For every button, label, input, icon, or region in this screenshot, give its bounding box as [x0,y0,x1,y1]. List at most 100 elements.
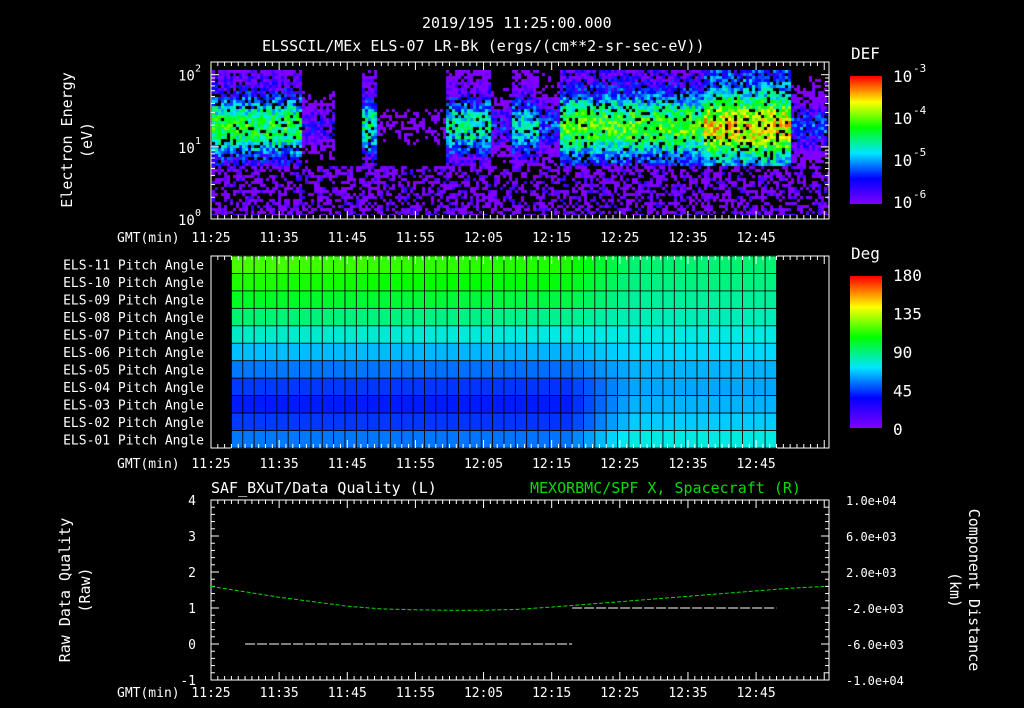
pitch-angle-cell [605,377,618,397]
pitch-angle-cell [242,307,255,327]
pitch-angle-cell [390,342,403,362]
distance-tick-label: -2.0e+03 [846,602,904,616]
pitch-angle-cell [503,342,516,362]
pitch-angle-cell [583,342,596,362]
pitch-angle-cell [333,342,346,362]
pitch-angle-row-label: ELS-06 Pitch Angle [63,346,204,361]
pitch-angle-cell [321,377,335,397]
pitch-angle-cell [390,290,403,309]
pitch-angle-cell [707,430,721,449]
pitch-angle-cell [355,307,369,327]
pitch-angle-cell [560,395,573,414]
pitch-angle-cell [287,290,300,309]
pitch-angle-cell [537,255,550,274]
pitch-angle-cell [253,360,266,379]
pitch-angle-cell [685,395,698,414]
pitch-angle-cell [412,342,425,362]
pitch-angle-cell [333,412,346,431]
pitch-angle-cell [242,273,255,292]
pitch-angle-cell [571,430,584,449]
pitch-angle-cell [628,255,641,274]
pitch-angle-cell [287,325,300,344]
pitch-angle-cell [480,273,494,292]
pitch-angle-cell [537,290,550,309]
pitch-angle-cell [458,325,471,344]
spectrogram-frame [210,61,830,220]
pitch-angle-cell [594,307,607,327]
pitch-angle-cell [617,273,630,292]
quality-axis-unit: (Raw) [76,567,94,612]
pitch-angle-cell [742,290,755,309]
pitch-angle-cell [458,377,471,397]
pitch-angle-cell [401,377,414,397]
pitch-angle-cell [231,377,244,397]
pitch-angle-cell [242,412,255,431]
def-colorbar-tick-base: 10 [893,67,912,86]
pitch-angle-cell [753,325,766,344]
pitch-angle-cell [549,395,562,414]
pitch-angle-cell [367,412,380,431]
pitch-angle-cell [231,325,244,344]
time-axis-label: GMT(min) [117,686,180,701]
pitch-angle-cell [310,412,323,431]
pitch-angle-cell [299,360,312,379]
pitch-angle-cell [742,360,755,379]
pitch-angle-cell [503,273,516,292]
pitch-angle-cell [321,307,335,327]
pitch-angle-cell [378,377,391,397]
pitch-angle-cell [458,430,471,449]
pitch-angle-cell [503,325,516,344]
pitch-angle-cell [492,342,505,362]
time-tick-label: 12:25 [600,457,639,472]
pitch-angle-cell [685,325,698,344]
pitch-angle-cell [685,273,698,292]
pitch-angle-cell [265,395,278,414]
time-tick-label: 11:35 [260,686,299,701]
pitch-angle-cell [514,290,528,309]
pitch-angle-cell [435,273,448,292]
panel3-title-left: SAF_BXuT/Data Quality (L) [211,479,437,497]
pitch-angle-cell [424,430,437,449]
pitch-angle-cell [571,325,584,344]
pitch-angle-cell [344,412,357,431]
pitch-angle-cell [651,255,664,274]
pitch-angle-cell [253,395,266,414]
pitch-angle-cell [310,377,323,397]
pitch-angle-cell [367,255,380,274]
pitch-angle-cell [412,307,425,327]
pitch-angle-cell [696,325,709,344]
pitch-angle-cell [673,342,687,362]
pitch-angle-cell [390,360,403,379]
pitch-angle-cell [719,325,732,344]
pitch-angle-cell [639,342,653,362]
pitch-angle-cell [253,273,266,292]
electron-energy-spectrogram [212,70,829,215]
pitch-angle-cell [435,412,448,431]
pitch-angle-cell [355,412,369,431]
pitch-angle-cell [526,412,539,431]
pitch-angle-cell [707,377,721,397]
pitch-angle-cell [424,412,437,431]
pitch-angle-cell [321,273,335,292]
pitch-angle-cell [492,360,505,379]
pitch-angle-cell [276,342,289,362]
pitch-angle-cell [696,360,709,379]
time-tick-label: 12:15 [532,231,571,246]
time-tick-label: 11:45 [328,457,367,472]
pitch-angle-cell [514,273,528,292]
pitch-angle-cell [492,412,505,431]
pitch-angle-cell [696,412,709,431]
quality-tick-label: 3 [188,530,196,545]
pitch-angle-cell [435,325,448,344]
energy-tick-base: 10 [178,69,195,85]
pitch-angle-cell [401,360,414,379]
pitch-angle-cell [605,360,618,379]
pitch-angle-cell [719,290,732,309]
pitch-angle-cell [753,395,766,414]
time-tick-label: 12:45 [737,457,776,472]
pitch-angle-cell [299,412,312,431]
pitch-angle-cell [707,290,721,309]
pitch-angle-cell [549,290,562,309]
pitch-angle-cell [617,325,630,344]
